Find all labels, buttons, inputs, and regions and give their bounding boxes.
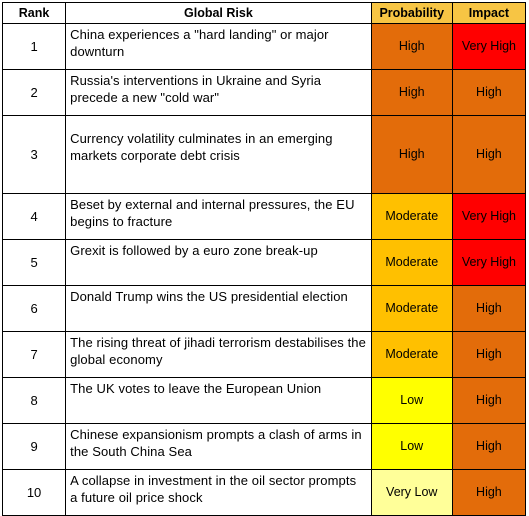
rank-cell: 10 xyxy=(1,469,67,516)
risk-cell: Beset by external and internal pressures… xyxy=(65,193,372,240)
impact-cell: Very High xyxy=(451,239,527,286)
impact-cell: High xyxy=(451,285,527,332)
header-probability: Probability xyxy=(370,2,453,24)
probability-cell: Very Low xyxy=(370,469,453,516)
rank-cell: 9 xyxy=(1,423,67,470)
table-row: 5 Grexit is followed by a euro zone brea… xyxy=(1,239,527,286)
risk-cell: Grexit is followed by a euro zone break-… xyxy=(65,239,372,286)
table-row: 7 The rising threat of jihadi terrorism … xyxy=(1,331,527,378)
risk-cell: Russia's interventions in Ukraine and Sy… xyxy=(65,69,372,116)
risk-cell: A collapse in investment in the oil sect… xyxy=(65,469,372,516)
impact-cell: High xyxy=(451,469,527,516)
probability-cell: High xyxy=(370,69,453,116)
probability-cell: Low xyxy=(370,377,453,424)
header-global-risk: Global Risk xyxy=(65,2,372,24)
rank-cell: 7 xyxy=(1,331,67,378)
rank-cell: 4 xyxy=(1,193,67,240)
table-row: 10 A collapse in investment in the oil s… xyxy=(1,469,527,516)
impact-cell: High xyxy=(451,115,527,194)
probability-cell: High xyxy=(370,115,453,194)
impact-cell: Very High xyxy=(451,193,527,240)
table-row: 1 China experiences a "hard landing" or … xyxy=(1,23,527,70)
rank-cell: 3 xyxy=(1,115,67,194)
probability-cell: High xyxy=(370,23,453,70)
impact-cell: High xyxy=(451,423,527,470)
risk-cell: The UK votes to leave the European Union xyxy=(65,377,372,424)
table-row: 3 Currency volatility culminates in an e… xyxy=(1,115,527,194)
risk-cell: Donald Trump wins the US presidential el… xyxy=(65,285,372,332)
rank-cell: 2 xyxy=(1,69,67,116)
table-row: 4 Beset by external and internal pressur… xyxy=(1,193,527,240)
rank-cell: 6 xyxy=(1,285,67,332)
table-row: 2 Russia's interventions in Ukraine and … xyxy=(1,69,527,116)
probability-cell: Low xyxy=(370,423,453,470)
risk-cell: The rising threat of jihadi terrorism de… xyxy=(65,331,372,378)
rank-cell: 1 xyxy=(1,23,67,70)
impact-cell: Very High xyxy=(451,23,527,70)
probability-cell: Moderate xyxy=(370,193,453,240)
header-impact: Impact xyxy=(451,2,527,24)
risk-cell: Chinese expansionism prompts a clash of … xyxy=(65,423,372,470)
probability-cell: Moderate xyxy=(370,285,453,332)
impact-cell: High xyxy=(451,331,527,378)
risk-cell: Currency volatility culminates in an eme… xyxy=(65,115,372,194)
risk-cell: China experiences a "hard landing" or ma… xyxy=(65,23,372,70)
header-row: Rank Global Risk Probability Impact xyxy=(1,2,527,24)
impact-cell: High xyxy=(451,69,527,116)
probability-cell: Moderate xyxy=(370,239,453,286)
table-row: 8 The UK votes to leave the European Uni… xyxy=(1,377,527,424)
rank-cell: 8 xyxy=(1,377,67,424)
impact-cell: High xyxy=(451,377,527,424)
table-row: 6 Donald Trump wins the US presidential … xyxy=(1,285,527,332)
probability-cell: Moderate xyxy=(370,331,453,378)
table-row: 9 Chinese expansionism prompts a clash o… xyxy=(1,423,527,470)
header-rank: Rank xyxy=(1,2,67,24)
table-body: 1 China experiences a "hard landing" or … xyxy=(1,23,527,516)
rank-cell: 5 xyxy=(1,239,67,286)
